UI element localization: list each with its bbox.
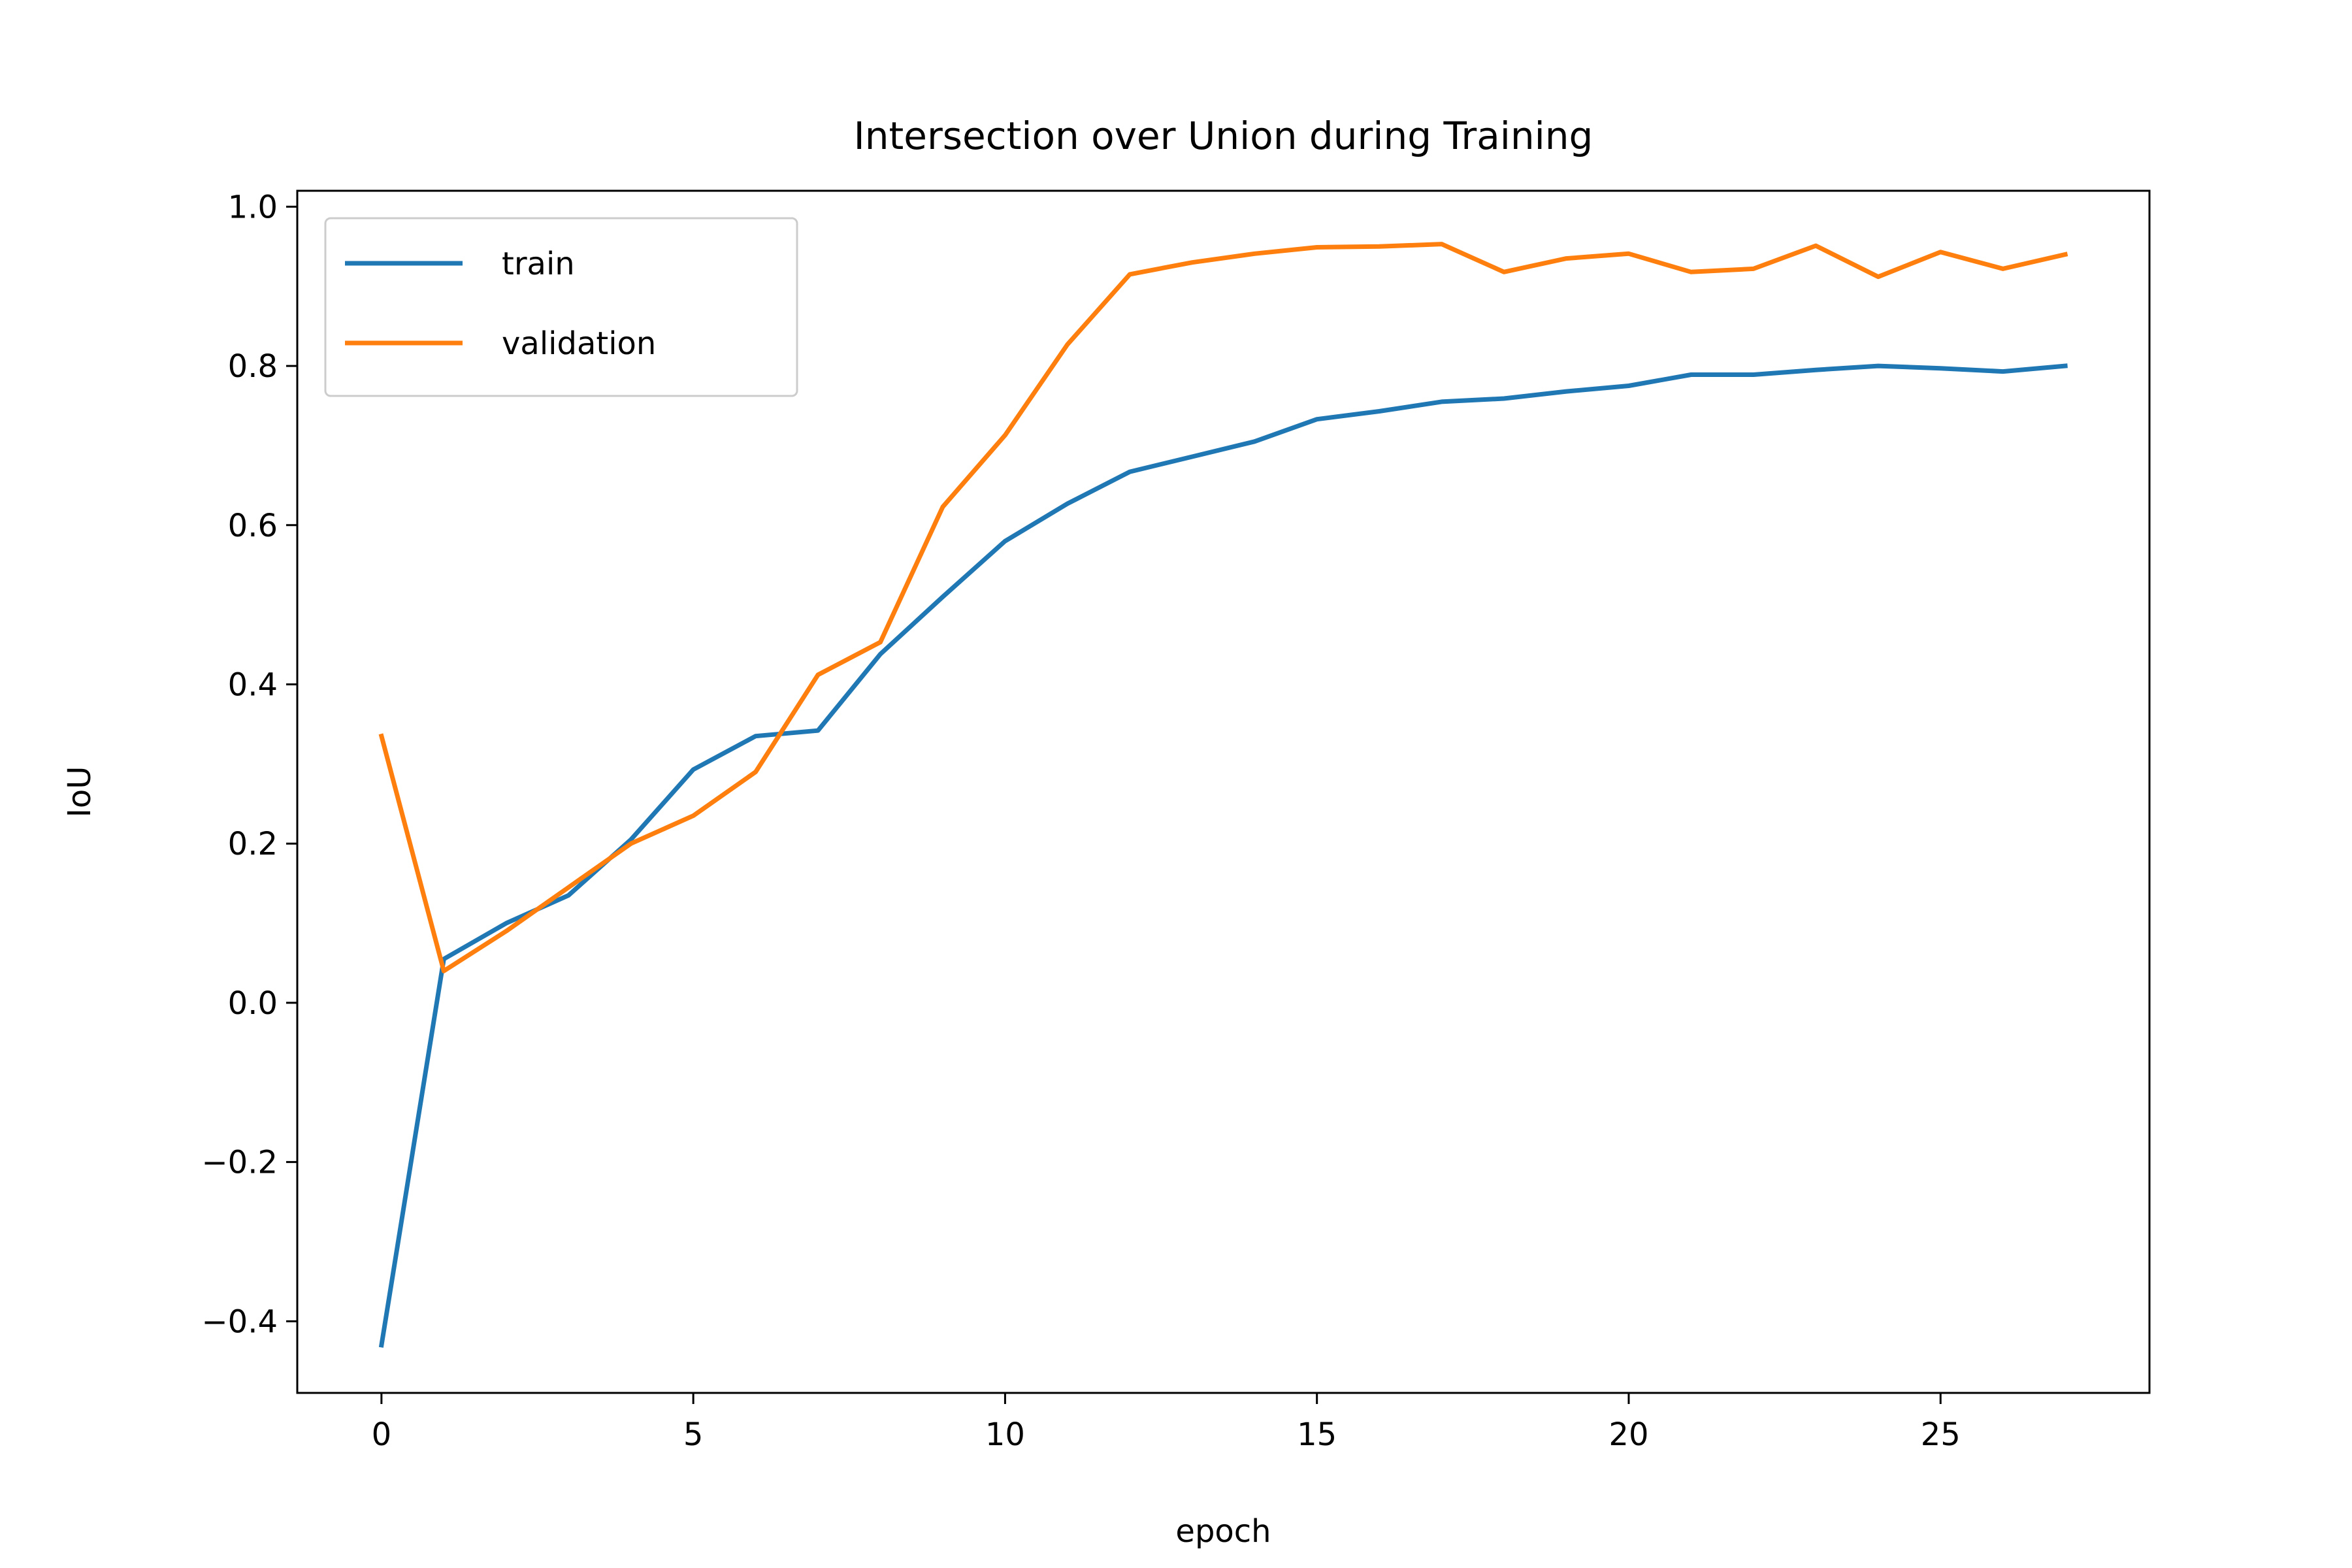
x-tick-label: 25	[1921, 1416, 1961, 1453]
x-tick-label: 0	[372, 1416, 392, 1453]
y-tick-label: 1.0	[228, 189, 278, 225]
y-tick-label: 0.2	[228, 826, 278, 862]
legend-label-train: train	[502, 246, 575, 282]
legend-label-validation: validation	[502, 325, 656, 362]
x-axis-label: epoch	[1175, 1513, 1271, 1550]
legend-box	[324, 217, 798, 397]
y-tick-label: 0.8	[228, 348, 278, 385]
series-lines-group	[378, 242, 2068, 1348]
series-line-validation	[378, 242, 2068, 973]
x-tick-label: 10	[985, 1416, 1025, 1453]
ticks-group: 0 5 10 15 20 25 −0.4 −0.2 0.0 0.2 0.4 0.6 0.8 1.0	[201, 189, 1960, 1453]
y-tick-label: 0.6	[228, 508, 278, 544]
plot-area-frame	[296, 189, 2151, 1394]
chart-title: Intersection over Union during Training	[854, 114, 1593, 158]
x-tick-label: 5	[683, 1416, 704, 1453]
x-tick-label: 20	[1609, 1416, 1648, 1453]
y-axis-label: IoU	[61, 766, 98, 818]
x-tick-label: 15	[1297, 1416, 1337, 1453]
y-tick-label: −0.4	[201, 1303, 278, 1340]
y-tick-label: 0.4	[228, 666, 278, 703]
y-tick-label: 0.0	[228, 985, 278, 1022]
legend: train validation	[324, 217, 798, 397]
series-line-train	[378, 363, 2068, 1348]
y-tick-label: −0.2	[201, 1145, 278, 1181]
